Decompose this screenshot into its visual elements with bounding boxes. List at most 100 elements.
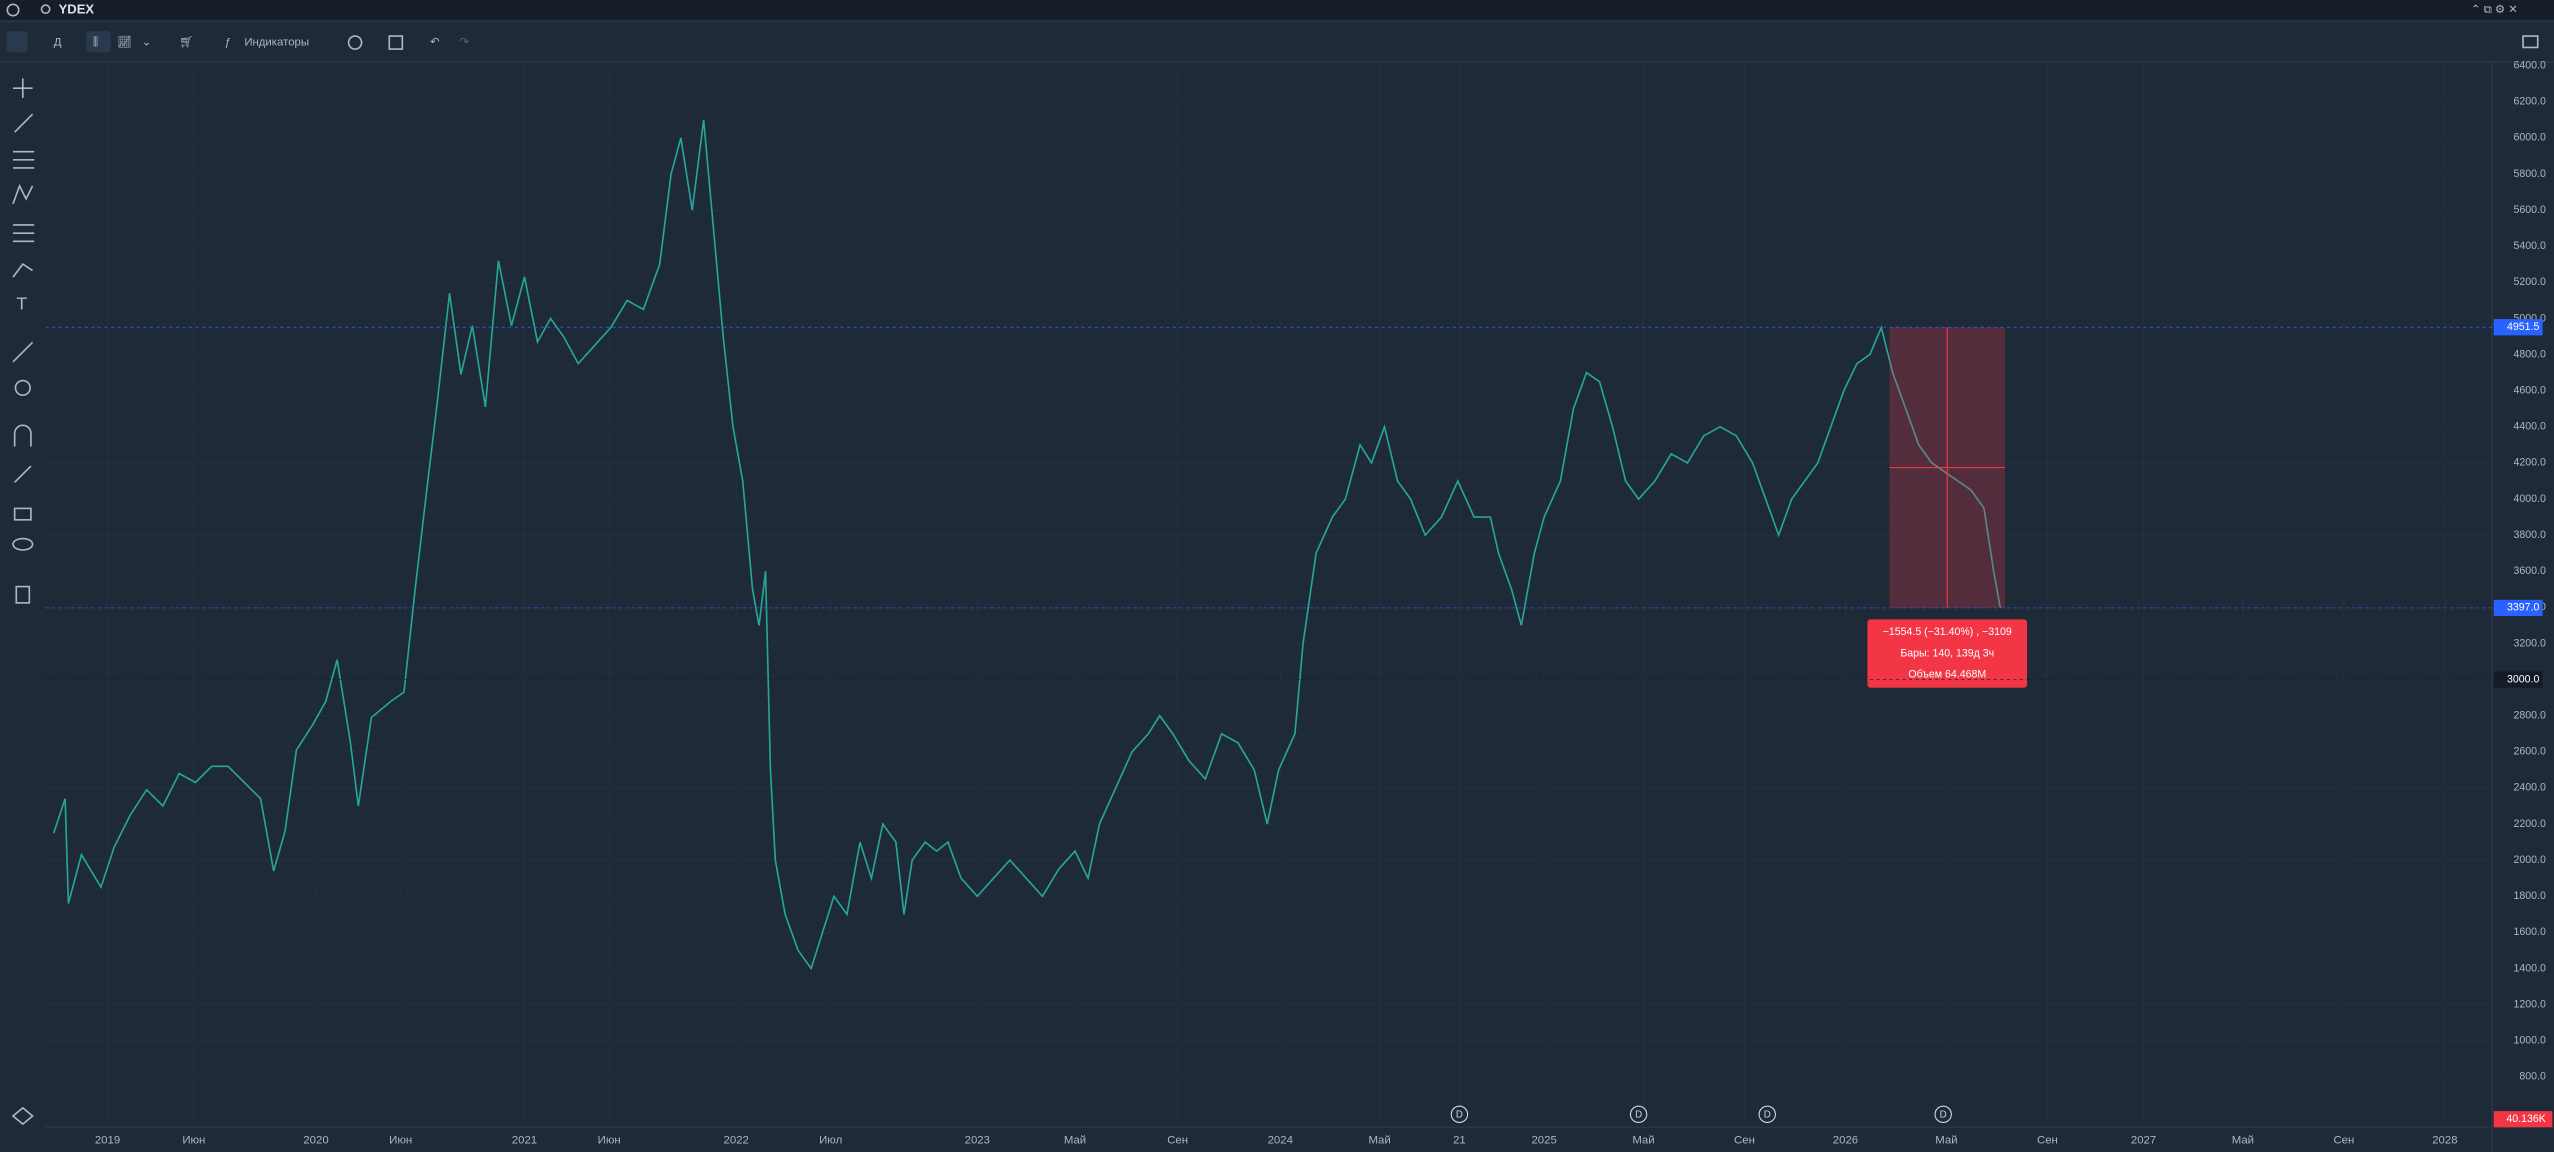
y-tick-label: 3800.0 xyxy=(2513,529,2545,541)
chart-type-icon[interactable]: ⫼ xyxy=(93,37,98,49)
x-tick-label: Сен xyxy=(1167,1134,1188,1146)
app-icon[interactable] xyxy=(6,3,20,17)
x-tick-label: 2021 xyxy=(512,1134,537,1146)
layers-btn[interactable] xyxy=(11,1106,34,1126)
y-tick-label: 4400.0 xyxy=(2513,421,2545,433)
y-tick-label: 4200.0 xyxy=(2513,457,2545,469)
y-tick-label: 4600.0 xyxy=(2513,385,2545,397)
x-tick-label: Сен xyxy=(1734,1134,1755,1146)
ticker[interactable]: YDEX xyxy=(59,1,95,16)
x-tick-label: Май xyxy=(1632,1134,1654,1146)
x-tick-label: Июн xyxy=(389,1134,412,1146)
interval[interactable]: Д xyxy=(54,37,62,49)
y-tick-label: 2000.0 xyxy=(2513,854,2545,866)
y-tick-label: 1000.0 xyxy=(2513,1034,2545,1046)
y-tick-label: 2200.0 xyxy=(2513,818,2545,830)
y-tick-label: 2400.0 xyxy=(2513,782,2545,794)
indicators[interactable]: Индикаторы xyxy=(244,37,309,49)
ruler-tool[interactable] xyxy=(12,341,34,363)
x-tick-label: Май xyxy=(1368,1134,1390,1146)
x-tick-label: Май xyxy=(2232,1134,2254,1146)
y-tick-label: 4800.0 xyxy=(2513,348,2545,360)
y-tick-label: 1400.0 xyxy=(2513,962,2545,974)
price-label: 3000.0 xyxy=(2507,673,2539,685)
search-icon[interactable] xyxy=(40,4,51,15)
x-tick-label: 2027 xyxy=(2131,1134,2156,1146)
x-tick-label: Сен xyxy=(2037,1134,2058,1146)
text-tool[interactable]: T xyxy=(16,294,27,314)
chart-type-btn[interactable] xyxy=(86,31,111,53)
undo[interactable]: ↶ xyxy=(430,37,440,49)
y-tick-label: 5800.0 xyxy=(2513,168,2545,180)
dropdown[interactable]: ⌄ xyxy=(142,37,152,49)
dividend-label: D xyxy=(1635,1110,1642,1121)
y-tick-label: 6000.0 xyxy=(2513,132,2545,144)
y-tick-label: 3600.0 xyxy=(2513,565,2545,577)
trendline-tool[interactable] xyxy=(14,113,34,133)
y-tick-label: 6400.0 xyxy=(2513,60,2545,72)
x-tick-label: Сен xyxy=(2333,1134,2354,1146)
y-tick-label: 5200.0 xyxy=(2513,276,2545,288)
y-tick-label: 2600.0 xyxy=(2513,746,2545,758)
price-label: 3397.0 xyxy=(2507,602,2539,614)
y-tick-label: 800.0 xyxy=(2519,1071,2546,1083)
cart-icon[interactable]: 🛒︎ xyxy=(179,36,193,49)
eye-tool[interactable] xyxy=(12,537,34,551)
dividend-label: D xyxy=(1940,1110,1947,1121)
y-tick-label: 1200.0 xyxy=(2513,998,2545,1010)
trash-tool[interactable] xyxy=(15,585,31,604)
x-tick-label: 2022 xyxy=(724,1134,749,1146)
brush-tool[interactable] xyxy=(12,262,34,278)
x-tick-label: 2024 xyxy=(1268,1134,1293,1146)
y-tick-label: 1800.0 xyxy=(2513,890,2545,902)
x-tick-label: Май xyxy=(1064,1134,1086,1146)
dividend-label: D xyxy=(1764,1110,1771,1121)
lock-draw-tool[interactable] xyxy=(14,465,32,483)
price-line xyxy=(52,119,2002,971)
measure-text: Объем 64.468M xyxy=(1908,668,1986,680)
volume-label: 40.136K xyxy=(2506,1113,2545,1125)
draw-tool-btn[interactable] xyxy=(6,31,28,53)
layout-btn[interactable] xyxy=(388,35,404,50)
x-tick-label: 2023 xyxy=(965,1134,990,1146)
price-label-bg xyxy=(2493,599,2543,617)
window-buttons[interactable]: ⌃ ⧉ ⚙ ✕ xyxy=(2471,4,2518,16)
x-tick-label: Июн xyxy=(598,1134,621,1146)
x-tick-label: 2025 xyxy=(1531,1134,1556,1146)
fib-tool[interactable] xyxy=(13,224,35,243)
measure-tooltip xyxy=(1867,619,2028,688)
y-tick-label: 1600.0 xyxy=(2513,926,2545,938)
y-tick-label: 3200.0 xyxy=(2513,637,2545,649)
y-tick-label: 6200.0 xyxy=(2513,96,2545,108)
zoom-tool[interactable] xyxy=(14,379,31,397)
measure-text: −1554.5 (−31.40%) , −3109 xyxy=(1883,626,2012,638)
magnet-tool[interactable] xyxy=(13,424,32,447)
price-label-bg xyxy=(2493,319,2543,336)
line-type-icon[interactable]: 📈︎ xyxy=(117,36,131,49)
price-label-bg xyxy=(2493,671,2543,688)
indicators-icon[interactable]: ƒ xyxy=(225,37,231,49)
pattern-tool[interactable] xyxy=(12,183,34,205)
volume-label-bg xyxy=(2493,1111,2553,1128)
x-tick-label: Июн xyxy=(182,1134,205,1146)
plot: 6400.0 6200.0 6000.0 5800.0 5600.0 5400.0 5200… xyxy=(45,60,2553,1146)
redo[interactable]: ↷ xyxy=(459,37,469,49)
x-tick-label: 21 xyxy=(1453,1134,1466,1146)
lock-tool[interactable] xyxy=(13,507,32,521)
x-tick-label: Май xyxy=(1935,1134,1957,1146)
dividend-marker xyxy=(1758,1105,1776,1124)
dividend-marker xyxy=(1934,1105,1952,1124)
dividend-marker xyxy=(1629,1105,1648,1124)
measure-text: Бары: 140, 139д 3ч xyxy=(1900,647,1994,659)
channel-tool[interactable] xyxy=(13,150,35,169)
x-tick-label: Июл xyxy=(819,1134,842,1146)
price-label: 4951.5 xyxy=(2507,321,2539,333)
dividend-label: D xyxy=(1456,1110,1463,1121)
x-tick-label: 2026 xyxy=(1833,1134,1858,1146)
screenshot-btn[interactable] xyxy=(2522,35,2539,49)
add-btn[interactable] xyxy=(347,35,363,50)
x-tick-label: 2020 xyxy=(303,1134,328,1146)
